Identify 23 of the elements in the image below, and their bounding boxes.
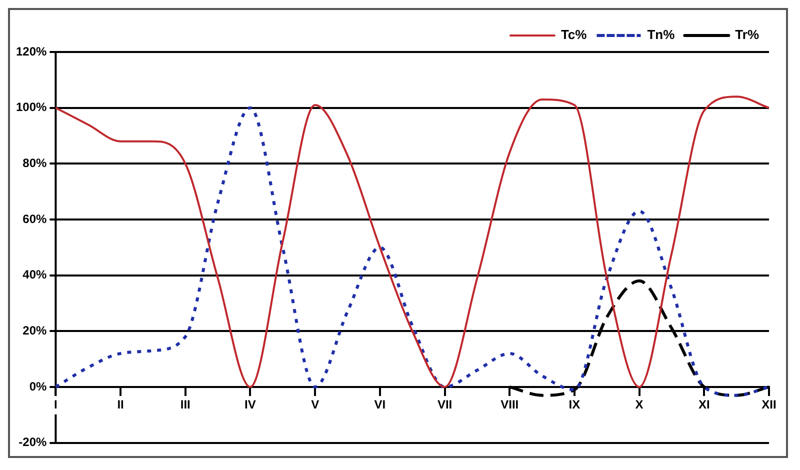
x-tick-label: I [54,397,58,412]
x-tick-label: X [635,397,644,412]
x-tick-label: VI [374,397,386,412]
x-tick-label: III [180,397,190,412]
y-tick-label: 40% [22,268,48,282]
x-tick-label: V [311,397,320,412]
x-tick-label: IV [244,397,256,412]
x-tick-label: XI [698,397,710,412]
x-tick-label: XII [762,397,776,412]
y-tick-label: 100% [16,100,48,114]
x-tick-label: IX [568,397,580,412]
y-tick-label: 0% [29,379,48,394]
y-tick-label: 20% [22,323,48,338]
legend-label: Tc% [560,27,588,42]
x-tick-label: II [117,397,124,412]
x-tick-label: VII [437,397,452,412]
y-tick-label: 120% [16,44,48,58]
x-tick-label: VIII [500,397,519,412]
legend-label: Tr% [735,27,760,42]
y-tick-label: 60% [22,212,48,226]
y-tick-label: 80% [22,156,48,170]
legend-label: Tn% [647,27,676,42]
y-tick-label: -20% [18,435,48,450]
